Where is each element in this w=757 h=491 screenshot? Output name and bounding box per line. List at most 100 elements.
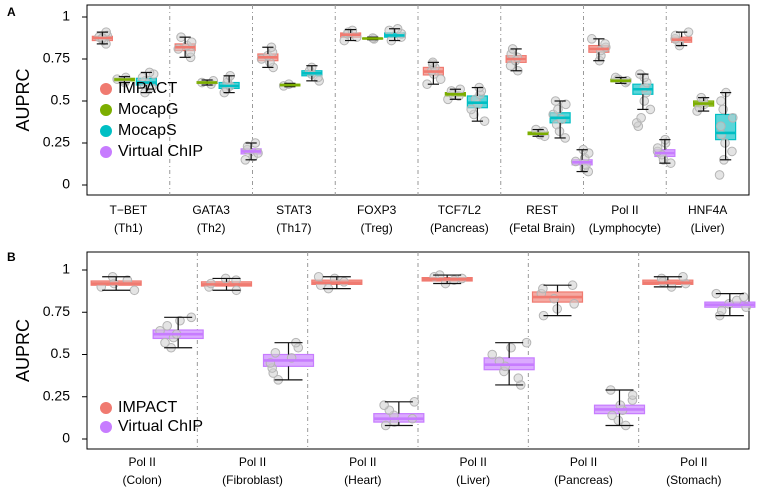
category-sublabel: (Th2) <box>197 221 226 235</box>
legend-label: MocapG <box>118 101 178 118</box>
category-sublabel: (Th1) <box>114 221 143 235</box>
category-label: Pol II <box>459 455 486 469</box>
data-point <box>521 337 532 348</box>
data-point <box>716 121 726 131</box>
category-label: Pol II <box>570 455 597 469</box>
data-point <box>513 373 524 383</box>
data-point <box>716 96 726 106</box>
data-point <box>561 99 571 110</box>
data-point <box>569 299 579 309</box>
legend-label: MocapS <box>118 122 177 139</box>
y-tick-label: 1 <box>62 8 70 24</box>
y-tick-label: 1 <box>62 261 70 277</box>
category-sublabel: (Heart) <box>344 473 381 487</box>
box-mocapg <box>610 72 632 88</box>
category-label: T−BET <box>110 203 148 217</box>
category-label: Pol II <box>128 455 155 469</box>
y-tick-label: 0.5 <box>51 92 71 108</box>
data-point <box>487 349 498 360</box>
legend-label: Virtual ChIP <box>118 143 203 160</box>
box-impact <box>173 32 197 63</box>
box-impact <box>670 27 694 51</box>
y-tick-label: 0.25 <box>43 387 70 403</box>
data-point <box>738 292 749 302</box>
data-point <box>727 113 738 123</box>
box-impact <box>642 271 694 292</box>
data-point <box>506 342 516 353</box>
box-mocaps <box>466 82 490 126</box>
legend-swatch <box>100 421 112 433</box>
box-mocaps <box>218 71 240 98</box>
data-point <box>186 37 197 48</box>
box-virtual-chip <box>483 337 535 390</box>
category-sublabel: (Liver) <box>456 473 490 487</box>
box-mocaps <box>714 87 738 180</box>
box-impact <box>422 57 446 89</box>
legend-label: Virtual ChIP <box>118 418 203 435</box>
box-impact <box>90 271 142 296</box>
y-axis-title: AUPRC <box>13 68 33 131</box>
data-point <box>716 305 727 316</box>
data-point <box>613 415 624 426</box>
category-label: TCF7L2 <box>438 203 482 217</box>
category-label: GATA3 <box>192 203 230 217</box>
y-tick-label: 0.25 <box>43 134 70 150</box>
data-point <box>253 148 263 158</box>
data-point <box>716 129 727 140</box>
box-impact <box>311 271 363 294</box>
data-point <box>162 320 173 331</box>
box-virtual-chip <box>240 138 263 165</box>
box-mocapg <box>196 76 219 89</box>
data-point <box>627 390 638 400</box>
y-tick-label: 0 <box>62 430 70 446</box>
box-impact <box>587 34 611 66</box>
data-point <box>727 146 737 157</box>
box-virtual-chip <box>593 385 646 431</box>
category-sublabel: (Stomach) <box>666 473 721 487</box>
category-label: Pol II <box>680 455 707 469</box>
panel-b: B 0 0.25 0.5 0.75 1 AUPRC Pol II (Colon) Pol II (F… <box>7 250 756 487</box>
box-mocaps <box>631 69 656 131</box>
category-sublabel: (Liver) <box>691 221 725 235</box>
box-virtual-chip <box>373 397 425 431</box>
box-mocaps <box>384 23 407 46</box>
data-point <box>160 337 170 348</box>
box-impact <box>421 270 473 289</box>
data-point <box>173 44 184 54</box>
legend-swatch <box>100 402 112 414</box>
data-point <box>129 285 140 296</box>
data-point <box>714 170 725 180</box>
category-sublabel: (Lymphocyte) <box>589 221 661 235</box>
data-point <box>556 114 567 125</box>
category-sublabel: (Fetal Brain) <box>509 221 575 235</box>
box-virtual-chip <box>152 312 204 353</box>
data-point <box>538 283 548 294</box>
data-point <box>639 96 650 106</box>
legend-label: IMPACT <box>118 399 177 416</box>
data-point <box>607 410 617 421</box>
y-tick-label: 0.75 <box>43 50 70 66</box>
data-point <box>466 104 476 115</box>
data-point <box>270 348 281 358</box>
box-mocapg <box>692 92 715 116</box>
y-tick-label: 0 <box>62 176 70 192</box>
box-mocapg <box>527 124 550 142</box>
data-point <box>208 76 219 86</box>
data-point <box>652 143 663 153</box>
box-impact <box>531 280 584 321</box>
box-virtual-chip <box>262 337 315 385</box>
box-virtual-chip <box>704 288 756 321</box>
category-label: FOXP3 <box>357 203 397 217</box>
box-impact <box>339 25 362 46</box>
box-mocaps <box>548 96 571 143</box>
category-sublabel: (Th17) <box>276 221 311 235</box>
box-mocaps <box>135 67 159 98</box>
category-sublabel: (Colon) <box>122 473 161 487</box>
data-point <box>384 25 395 36</box>
data-point <box>636 113 646 123</box>
panel-label: B <box>7 250 16 264</box>
legend-swatch <box>100 104 112 116</box>
legend-swatch <box>100 83 112 95</box>
box-impact <box>200 273 253 296</box>
